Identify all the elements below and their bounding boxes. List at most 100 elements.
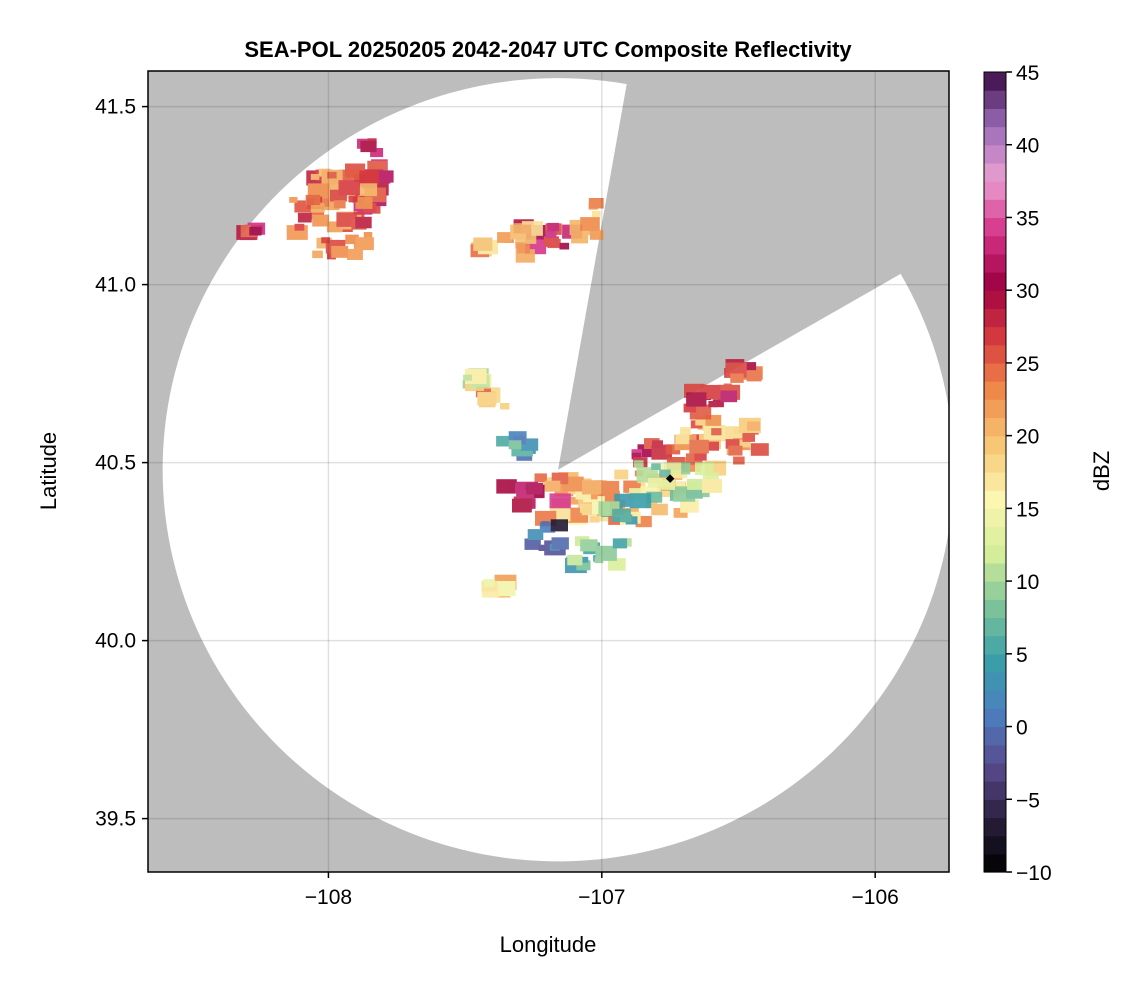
echo-region bbox=[496, 431, 539, 461]
echo-cell bbox=[327, 171, 337, 179]
echo-cell bbox=[338, 180, 360, 196]
echo-cell bbox=[651, 463, 661, 471]
echo-cell bbox=[580, 539, 598, 552]
echo-cell bbox=[249, 226, 262, 236]
echo-cell bbox=[526, 482, 543, 495]
colorbar-segment bbox=[984, 181, 1006, 200]
echo-cell bbox=[355, 216, 372, 229]
echo-cell bbox=[310, 209, 324, 220]
echo-region bbox=[629, 460, 722, 503]
echo-cell bbox=[559, 242, 570, 250]
echo-cell bbox=[496, 479, 517, 494]
echo-cell bbox=[549, 493, 571, 509]
radar-coverage-area bbox=[162, 78, 949, 862]
echo-cell bbox=[494, 581, 516, 596]
echo-region bbox=[286, 194, 330, 244]
x-axis-label: Longitude bbox=[500, 932, 597, 957]
echo-cell bbox=[633, 460, 644, 468]
echo-cell bbox=[675, 481, 685, 488]
colorbar-segment bbox=[984, 617, 1006, 637]
echo-region bbox=[598, 493, 652, 525]
echo-region bbox=[665, 414, 769, 476]
echo-cell bbox=[550, 519, 568, 532]
echo-cell bbox=[475, 386, 491, 398]
echo-cell bbox=[720, 390, 738, 403]
colorbar-segment bbox=[984, 108, 1006, 128]
echo-cell bbox=[631, 452, 641, 460]
echo-cell bbox=[597, 481, 619, 497]
echo-cell bbox=[708, 400, 718, 408]
colorbar-segment bbox=[984, 544, 1006, 564]
echo-cell bbox=[289, 197, 298, 203]
echo-cell bbox=[348, 195, 358, 203]
colorbar-segment bbox=[984, 726, 1006, 746]
echo-cell bbox=[359, 170, 379, 185]
echo-cell bbox=[588, 198, 604, 209]
plot-frame bbox=[147, 70, 950, 873]
echo-cell bbox=[463, 374, 472, 381]
colorbar-segment bbox=[984, 781, 1006, 800]
echo-cell bbox=[673, 508, 688, 518]
colorbar-segment bbox=[984, 326, 1006, 346]
x-axis-ticks: −108 −107 −106 bbox=[305, 872, 899, 909]
echo-cell bbox=[614, 469, 629, 480]
echo-cell bbox=[497, 232, 513, 243]
echo-cell bbox=[589, 515, 600, 523]
echo-cell bbox=[307, 183, 330, 199]
colorbar-segment bbox=[984, 508, 1006, 528]
echo-cell bbox=[603, 490, 620, 503]
echo-cell bbox=[477, 392, 497, 406]
echo-cell bbox=[376, 170, 394, 183]
colorbar-segment bbox=[984, 472, 1006, 491]
echo-cell bbox=[694, 452, 707, 461]
colorbar-segment bbox=[984, 235, 1006, 255]
echo-cell bbox=[339, 169, 360, 184]
echo-cell bbox=[305, 194, 321, 206]
echo-cell bbox=[746, 371, 762, 382]
colorbar-segment bbox=[984, 435, 1006, 455]
echo-region bbox=[475, 386, 510, 410]
plot-area bbox=[148, 71, 949, 872]
echo-cell bbox=[355, 237, 374, 251]
echo-cell bbox=[705, 414, 722, 426]
echo-cell bbox=[541, 521, 550, 527]
colorbar-label: dBZ bbox=[1089, 451, 1114, 491]
echo-cell bbox=[347, 248, 363, 260]
echo-cell bbox=[695, 416, 709, 426]
echo-cell bbox=[333, 200, 346, 209]
colorbar-segment bbox=[984, 399, 1006, 419]
echo-cell bbox=[297, 212, 312, 223]
echo-cell bbox=[728, 445, 743, 456]
echo-cell bbox=[744, 362, 757, 371]
echo-cell bbox=[547, 222, 560, 232]
echo-cell bbox=[510, 224, 532, 240]
echo-cell bbox=[598, 513, 609, 522]
echo-cell bbox=[576, 560, 591, 571]
echo-cell bbox=[551, 472, 569, 485]
echo-cell bbox=[355, 197, 373, 209]
echo-cell bbox=[544, 480, 561, 492]
colorbar-segment bbox=[984, 217, 1006, 237]
echo-cell bbox=[582, 480, 603, 495]
echo-cell bbox=[513, 435, 526, 445]
echo-cell bbox=[644, 438, 660, 449]
echo-cell bbox=[629, 493, 652, 509]
echo-cell bbox=[712, 399, 724, 408]
colorbar-tick-label: 15 bbox=[1016, 498, 1039, 521]
echo-region bbox=[481, 574, 517, 598]
echo-cell bbox=[699, 489, 710, 498]
colorbar-segment bbox=[984, 453, 1006, 473]
colorbar-segment bbox=[984, 290, 1006, 309]
echo-region bbox=[462, 368, 492, 392]
echo-cell bbox=[685, 453, 703, 466]
colorbar-segment bbox=[984, 853, 1006, 873]
echo-cell bbox=[711, 428, 722, 436]
echo-cell bbox=[483, 579, 495, 587]
y-tick-label: 40.5 bbox=[95, 452, 136, 475]
colorbar-tick-label: 40 bbox=[1016, 135, 1039, 158]
echo-cell bbox=[659, 475, 668, 481]
echo-cell bbox=[363, 232, 373, 238]
y-tick-label: 39.5 bbox=[95, 808, 136, 831]
echo-cell bbox=[524, 538, 541, 550]
